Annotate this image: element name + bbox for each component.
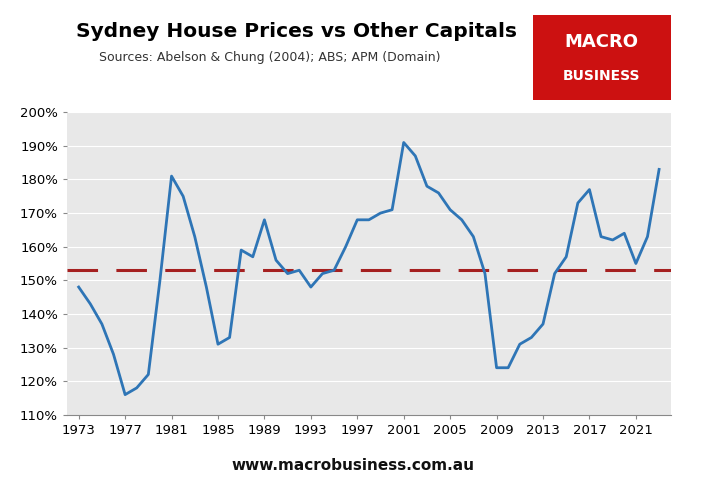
Text: BUSINESS: BUSINESS xyxy=(563,69,640,83)
Text: Sydney House Prices vs Other Capitals: Sydney House Prices vs Other Capitals xyxy=(76,22,517,41)
Text: MACRO: MACRO xyxy=(565,33,639,51)
Text: www.macrobusiness.com.au: www.macrobusiness.com.au xyxy=(232,458,474,473)
Text: Sources: Abelson & Chung (2004); ABS; APM (Domain): Sources: Abelson & Chung (2004); ABS; AP… xyxy=(99,51,441,64)
